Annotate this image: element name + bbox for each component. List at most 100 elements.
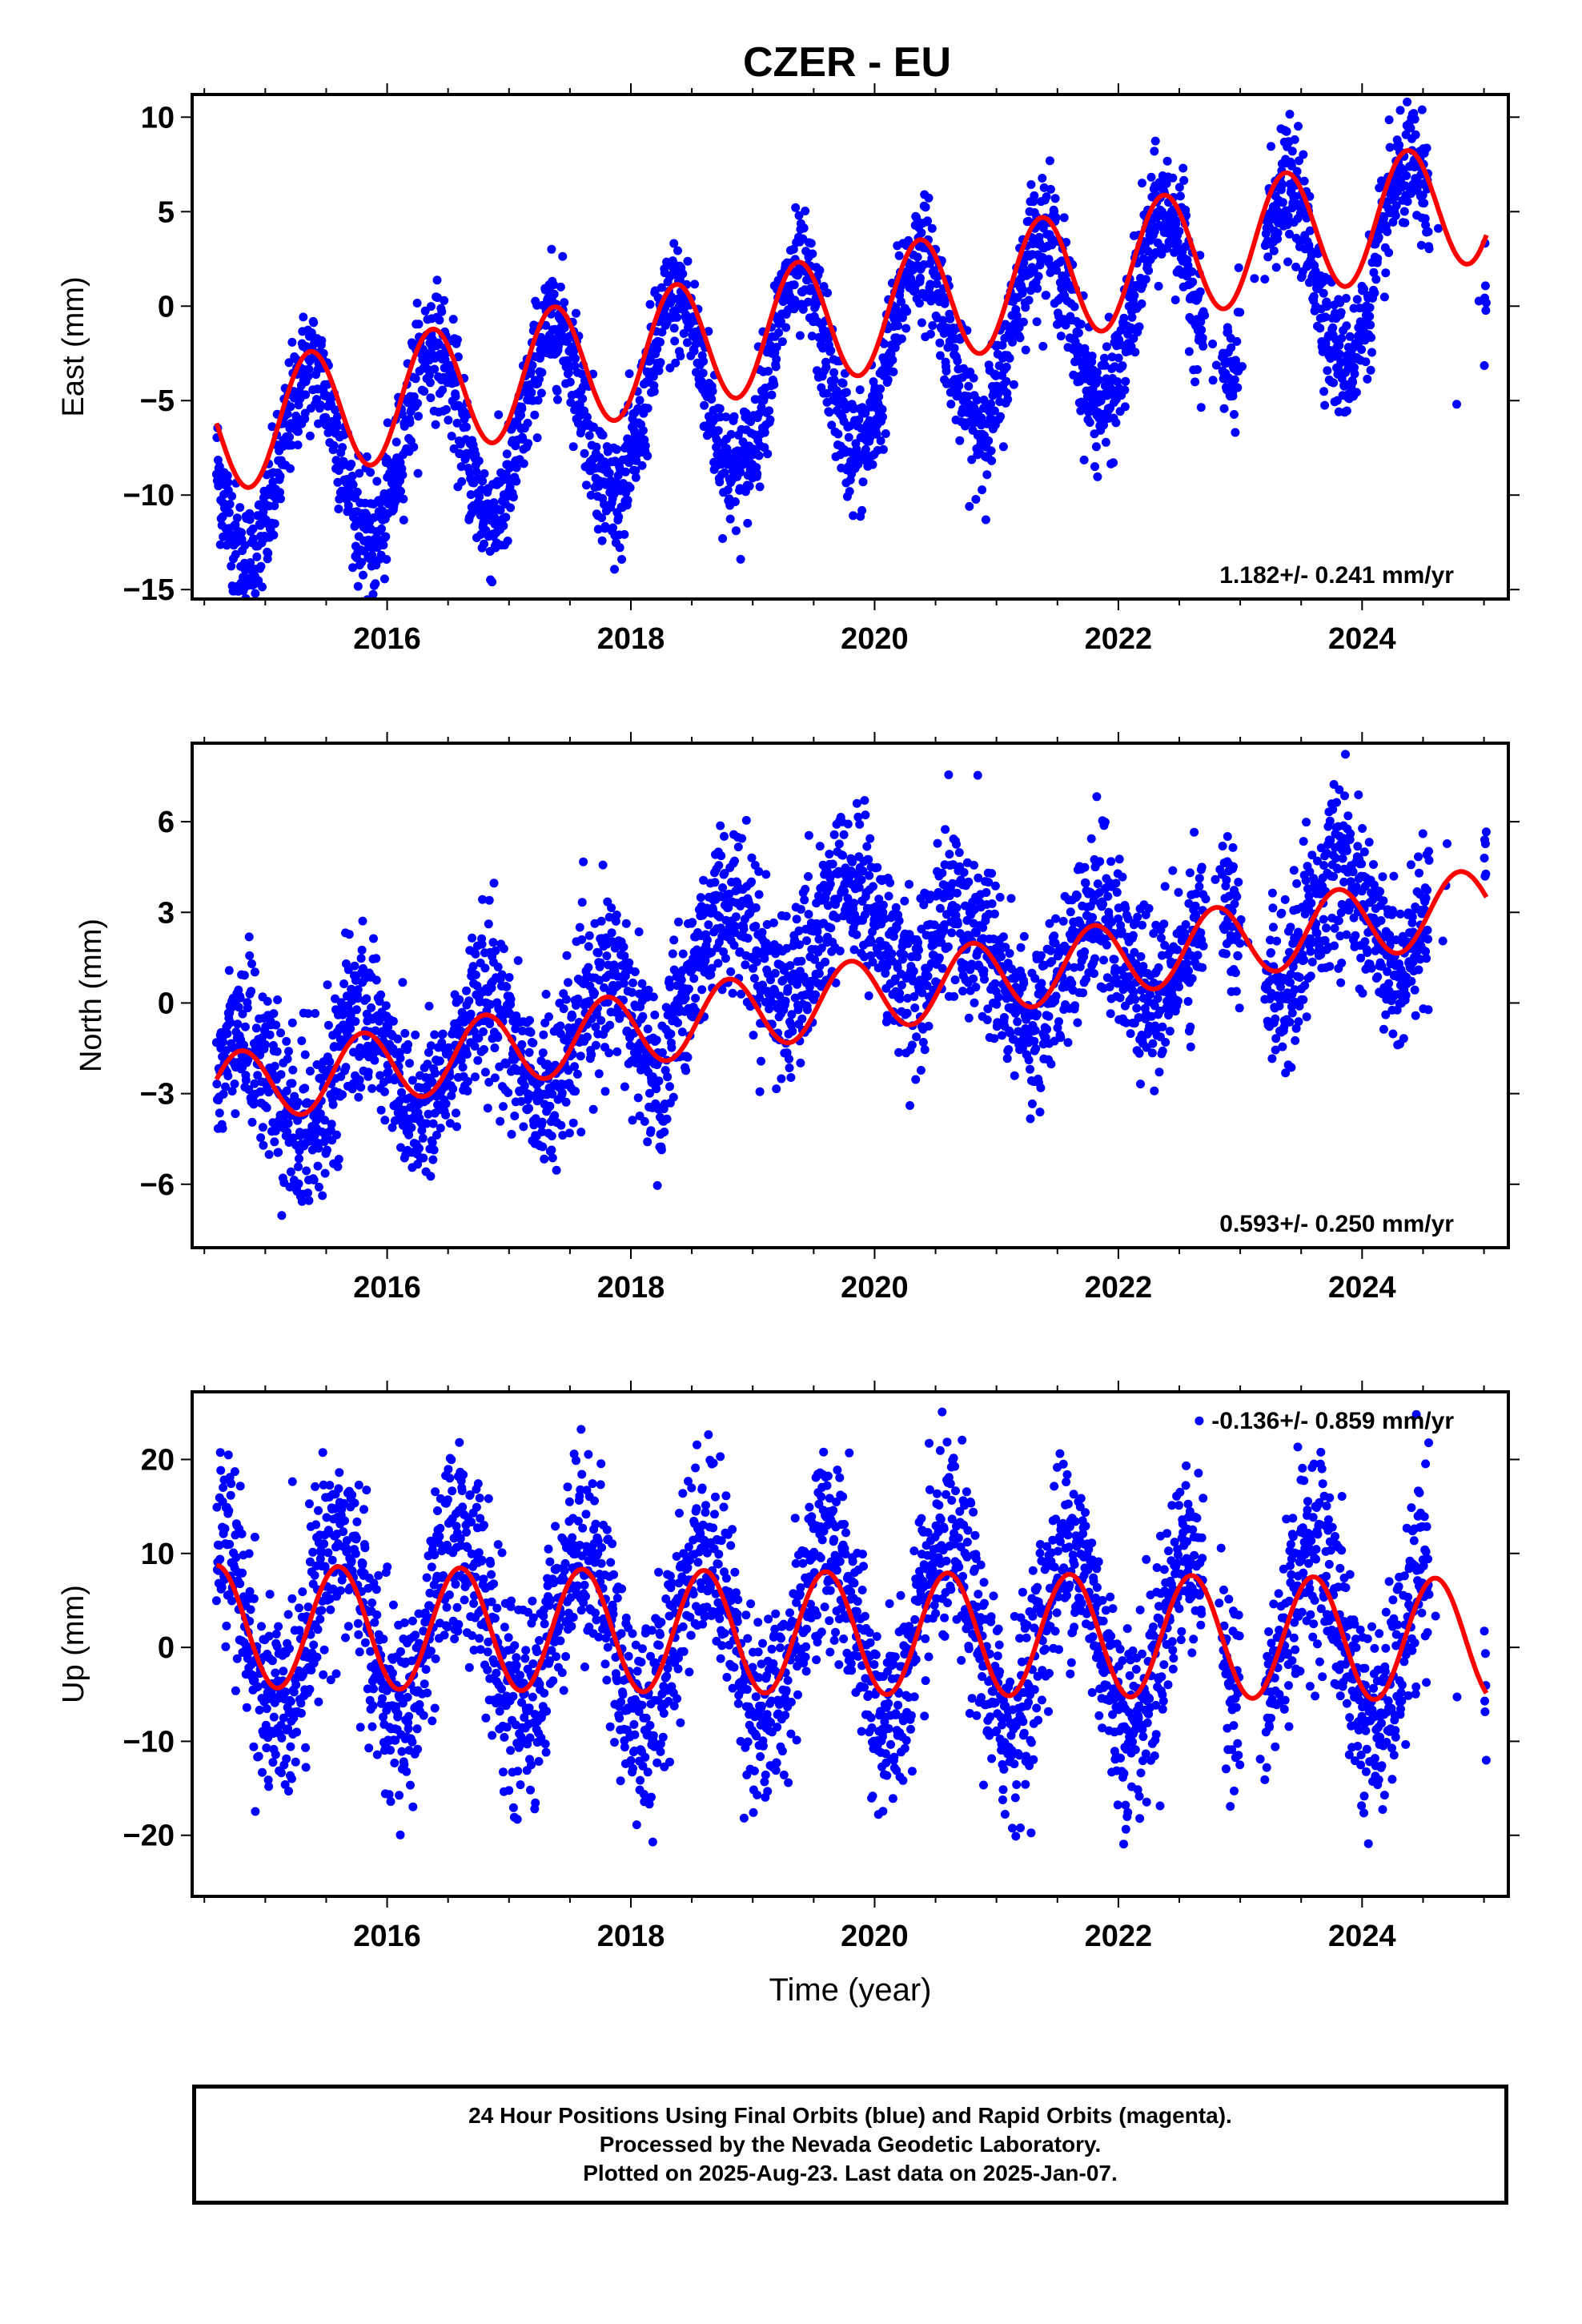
data-point [783,983,793,993]
data-point [745,481,754,491]
data-point [808,249,817,259]
data-point [517,1039,527,1049]
data-point [602,951,612,961]
data-point [1287,161,1296,171]
data-point [499,1102,508,1112]
data-point [323,1145,331,1155]
data-point [607,903,616,913]
data-point [747,853,757,862]
data-point [396,486,405,496]
data-point [493,1033,503,1042]
data-point [218,1124,227,1133]
data-point [652,344,662,354]
data-point [1319,288,1328,298]
data-point [646,1126,656,1136]
data-point [996,412,1006,421]
data-point [825,850,834,858]
data-point [224,966,234,975]
data-point [613,612,622,621]
data-point [400,1028,410,1038]
data-point [777,337,787,347]
data-point [471,949,480,959]
data-point [841,388,851,397]
data-point [1321,312,1331,322]
data-point [632,456,641,465]
data-point [310,1131,319,1140]
data-point [867,938,877,947]
data-point [712,435,721,444]
data-point [774,328,784,337]
data-point [412,299,422,308]
data-point [1424,244,1434,254]
data-point [689,974,699,983]
data-point [838,850,848,860]
data-point [474,456,484,465]
data-point [1100,353,1109,363]
data-point [1162,156,1172,166]
data-point [964,381,974,391]
data-point [240,1022,250,1031]
data-point [294,1162,303,1172]
data-point [577,935,587,944]
data-point [855,385,865,395]
data-point [433,293,442,303]
data-point [865,432,875,442]
data-point [576,1128,586,1137]
data-point [669,1092,678,1102]
data-point [646,355,655,364]
data-point [821,363,831,372]
data-point [233,1019,243,1029]
data-point [1026,180,1036,189]
data-point [893,321,903,331]
data-point [318,1191,327,1200]
data-point [478,476,488,486]
data-point [288,1133,298,1143]
data-point [452,335,462,344]
data-point [227,601,235,610]
data-point [1260,275,1270,284]
data-point [584,942,593,951]
data-point [571,354,580,364]
data-point [442,404,451,414]
data-point [826,923,836,933]
data-point [562,951,572,960]
data-point [1367,333,1376,342]
data-point [295,1154,303,1164]
data-point [468,962,478,971]
data-point [456,462,466,472]
data-point [628,987,636,997]
data-point [399,515,408,525]
data-point [376,1105,386,1115]
data-point [426,393,436,403]
data-point [1080,400,1090,409]
data-point [484,895,494,905]
data-point [1335,349,1344,359]
data-point [642,992,652,1002]
data-point [1309,292,1319,301]
data-point [829,830,839,839]
data-point [536,388,546,398]
data-point [769,918,778,927]
data-point [408,1076,417,1085]
data-point [286,464,295,473]
data-point [238,1009,247,1019]
data-point [620,467,630,476]
data-point [1170,296,1180,304]
data-point [897,334,906,344]
data-point [463,1086,472,1096]
data-point [559,1004,568,1014]
data-point [547,244,556,254]
data-point [221,1082,230,1092]
data-point [285,432,294,442]
data-point [414,320,424,329]
data-point [455,995,464,1004]
data-point [334,505,343,513]
data-point [754,409,764,419]
data-point [932,279,942,288]
data-point [462,986,471,995]
data-point [946,314,955,324]
data-point [1381,268,1391,278]
data-point [556,282,565,292]
data-point [861,444,870,454]
data-point [656,337,665,347]
